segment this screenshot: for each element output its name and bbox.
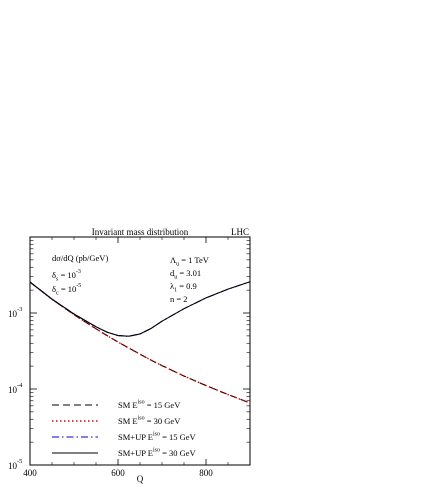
legend-label-4: SM+UP Eiso = 30 GeV	[118, 448, 197, 459]
chart-title: Invariant mass distribution	[92, 227, 189, 237]
legend: SM Eiso = 15 GeV SM Eiso = 30 GeV SM+UP Ei…	[52, 400, 197, 459]
axis-ticks: 400 600 800 10-5 10-4 10-3	[8, 237, 251, 478]
chart-title-right: LHC	[231, 227, 249, 237]
legend-label-3: SM+UP Eiso = 15 GeV	[118, 432, 197, 443]
y-tick-label: 10-3	[8, 306, 22, 319]
x-tick-label: 800	[199, 468, 213, 478]
series-line-1	[29, 281, 251, 404]
x-tick-label: 600	[111, 468, 125, 478]
legend-label-2: SM Eiso = 30 GeV	[118, 416, 181, 427]
y-tick-label: 10-4	[8, 382, 23, 395]
y-axis-label: dσ/dQ (pb/GeV)	[52, 253, 108, 263]
series-line-4	[29, 281, 251, 337]
y-tick-label: 10-5	[8, 458, 22, 471]
annotation-right: Λu = 1 TeV	[170, 255, 210, 268]
annotation-right: λ1 = 0.9	[170, 281, 197, 294]
x-axis-label: Q	[137, 474, 144, 484]
series-line-2	[29, 281, 251, 404]
annotation-left: δs = 10-3	[52, 269, 81, 283]
annotation-right: n = 2	[170, 294, 188, 304]
annotation-left: δc = 10-5	[52, 283, 81, 297]
annotation-right: du = 3.01	[170, 268, 201, 281]
x-tick-label: 400	[23, 468, 37, 478]
series-lines	[29, 281, 251, 404]
legend-label-1: SM Eiso = 15 GeV	[118, 400, 181, 411]
